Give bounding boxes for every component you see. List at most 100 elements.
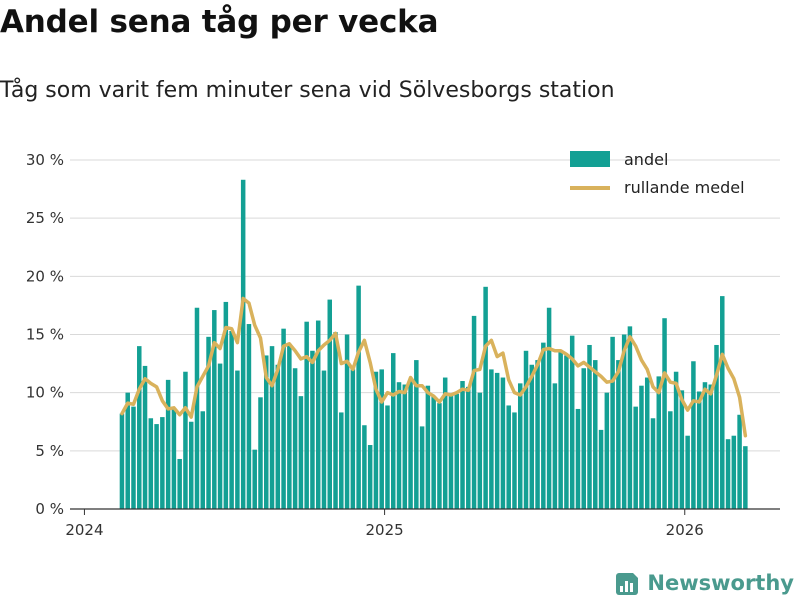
bar: [298, 396, 304, 509]
bar: [171, 408, 177, 509]
bar: [362, 425, 367, 509]
bar: [575, 408, 581, 509]
bar: [408, 379, 413, 509]
bar: [593, 360, 598, 509]
bar: [327, 299, 332, 509]
bar: [466, 386, 471, 509]
bar: [304, 321, 309, 509]
x-tick-label: 2026: [666, 521, 704, 539]
bar: [662, 318, 667, 509]
bar: [639, 385, 644, 509]
bar: [165, 379, 171, 509]
bar: [558, 350, 563, 509]
bar: [367, 445, 373, 509]
bar: [569, 335, 575, 509]
bar: [737, 414, 742, 509]
bar: [379, 369, 384, 509]
brand-name: Newsworthy: [647, 571, 794, 595]
bar: [633, 406, 638, 509]
bar: [535, 360, 540, 509]
y-tick-label: 10 %: [26, 384, 64, 402]
chart-title: Andel sena tåg per vecka: [0, 4, 439, 40]
bar: [587, 344, 592, 509]
bar: [673, 371, 679, 509]
bar: [604, 392, 610, 509]
x-tick-label: 2025: [365, 521, 403, 539]
bar: [650, 418, 656, 509]
bar: [541, 342, 546, 509]
bar: [506, 405, 511, 509]
y-tick-label: 25 %: [26, 209, 64, 227]
bar: [477, 392, 483, 509]
bar: [564, 355, 569, 509]
legend-line-label: rullande medel: [624, 178, 745, 197]
bar: [494, 372, 500, 509]
bar: [269, 346, 275, 509]
y-tick-label: 30 %: [26, 151, 64, 169]
bar: [702, 382, 708, 509]
bar: [552, 383, 558, 509]
bar: [685, 435, 690, 509]
bar: [292, 368, 298, 509]
bar: [471, 315, 477, 509]
bar: [373, 371, 379, 509]
bar: [437, 403, 442, 509]
bar: [679, 390, 685, 509]
bar: [743, 446, 748, 509]
bar: [396, 382, 402, 509]
bar: [315, 320, 321, 509]
rolling-average-line: [120, 296, 748, 438]
bar: [616, 360, 621, 509]
bar: [240, 179, 246, 509]
gridlines: [70, 159, 780, 452]
bar: [339, 412, 344, 509]
bar-series-andel: [119, 179, 748, 509]
bar: [148, 418, 154, 509]
bar: [668, 411, 673, 509]
bar: [696, 391, 702, 509]
bar: [194, 307, 200, 509]
bar: [258, 397, 263, 509]
bar: [344, 334, 350, 509]
bar: [644, 377, 650, 509]
bar: [483, 286, 488, 509]
bar: [137, 346, 142, 509]
legend-bar-label: andel: [624, 150, 668, 169]
bar: [460, 381, 465, 509]
bar: [610, 336, 615, 509]
bar: [512, 412, 517, 509]
bar: [627, 326, 633, 509]
bar: [731, 435, 737, 509]
bar: [119, 413, 125, 509]
bar: [414, 360, 419, 509]
line-series-rullande-medel: [120, 296, 748, 438]
bar: [431, 396, 436, 509]
bar: [264, 355, 269, 509]
bar: [310, 350, 315, 509]
bar: [188, 421, 194, 509]
bar: [246, 324, 252, 509]
bar: [350, 369, 356, 509]
bar: [321, 370, 327, 509]
bar: [454, 393, 459, 509]
bar: [356, 285, 361, 509]
bar: [489, 369, 494, 509]
legend-bar-swatch: [570, 151, 610, 167]
brand-logo: Newsworthy: [615, 570, 794, 596]
bar: [223, 301, 229, 509]
bar: [691, 361, 696, 509]
bar: [725, 439, 731, 509]
bar: [598, 429, 604, 509]
bar: [200, 411, 206, 509]
bar: [517, 383, 523, 509]
bar: [183, 371, 188, 509]
bar: [391, 353, 396, 509]
bar: [621, 334, 627, 509]
bar: [229, 331, 234, 509]
bar: [275, 364, 281, 509]
y-tick-label: 20 %: [26, 267, 64, 285]
y-tick-label: 15 %: [26, 326, 64, 344]
bar: [160, 417, 165, 509]
bar: [287, 343, 292, 509]
